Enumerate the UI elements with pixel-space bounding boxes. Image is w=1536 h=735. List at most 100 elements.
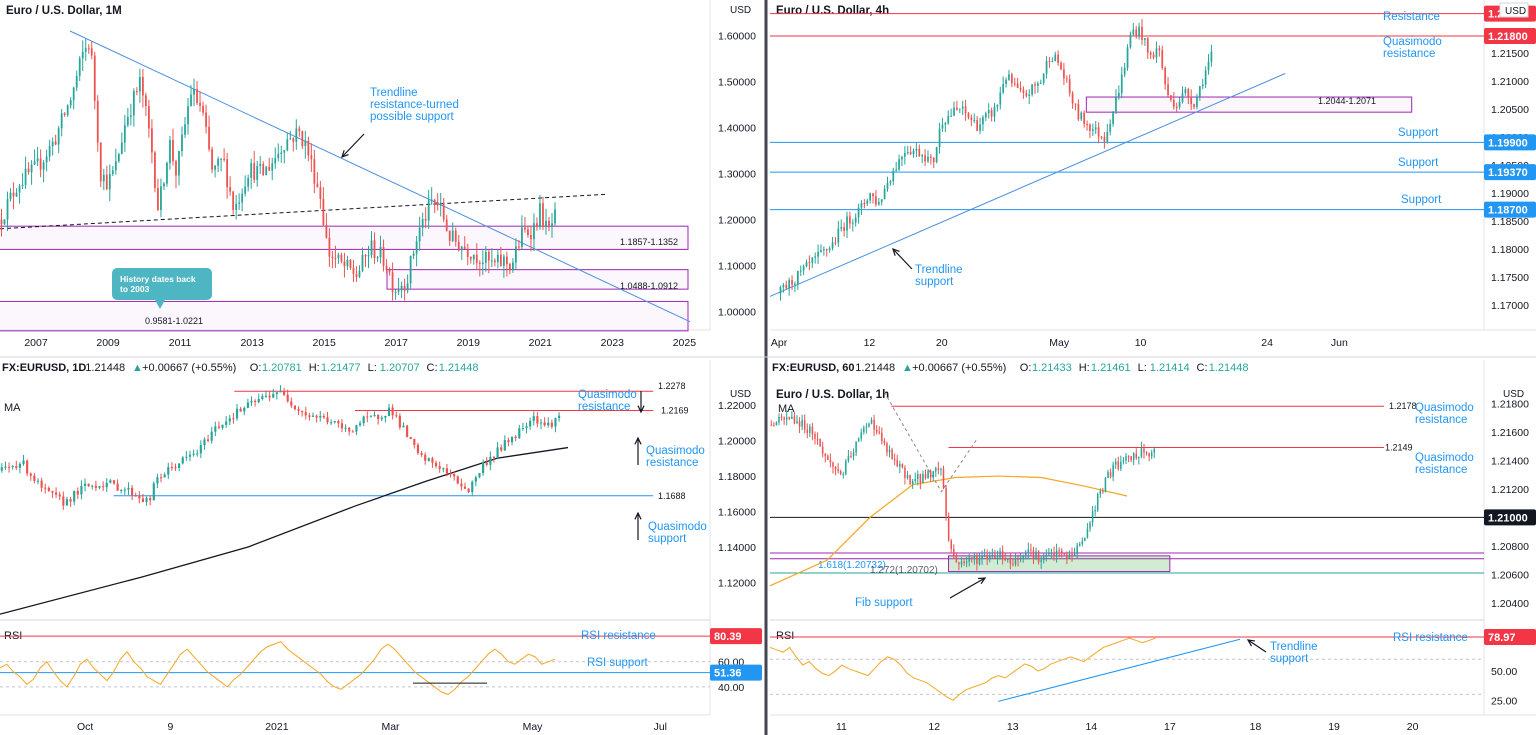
h1-candle (1076, 545, 1078, 554)
h4-currency-box (1499, 2, 1529, 18)
h1-candle (1058, 550, 1060, 552)
daily-candle (427, 458, 430, 461)
daily-x-tick: 2021 (265, 721, 289, 733)
daily-candle (416, 444, 420, 453)
h4-x-tick: 24 (1261, 337, 1273, 349)
h4-candle (1010, 74, 1013, 84)
h1-x-tick: 17 (1164, 721, 1176, 733)
h1-ma-line (769, 475, 1128, 587)
h4-candle (1193, 104, 1195, 107)
h4-candle (901, 156, 903, 160)
h1-level-2: 1.2149 (1385, 443, 1413, 453)
daily-candle (185, 456, 188, 458)
h1-candle (1068, 554, 1071, 559)
daily-candle (304, 412, 307, 416)
monthly-candle (60, 113, 63, 129)
h4-candle (811, 257, 814, 263)
daily-candle (221, 424, 224, 428)
daily-y-tick: 1.16000 (718, 506, 756, 518)
h4-candle (846, 216, 848, 231)
daily-level-3: 1.1688 (658, 491, 686, 501)
daily-candle (308, 415, 311, 417)
daily-y-tick: 1.20000 (718, 435, 756, 447)
h1-candle (811, 426, 814, 434)
h1-candle (816, 438, 819, 440)
daily-arrow-up-2-head (634, 511, 642, 520)
h4-candle (802, 266, 805, 271)
monthly-candle (169, 140, 171, 163)
h1-candle (1006, 559, 1009, 561)
h4-candle (1028, 94, 1031, 97)
h1-candle (1127, 456, 1130, 458)
h1-candle (1066, 554, 1068, 559)
h1-candle (999, 551, 1001, 558)
h4-y-tick: 1.17000 (1491, 300, 1529, 312)
h4-candle (970, 117, 973, 120)
daily-candle (326, 417, 329, 423)
h1-candle (991, 554, 994, 557)
h1-candle (1017, 558, 1019, 560)
daily-candle (518, 428, 521, 439)
h4-candle (1048, 60, 1051, 62)
monthly-candle (442, 202, 445, 220)
h4-support-label-1: Support (1398, 127, 1439, 139)
monthly-history-label: to 2003 (120, 284, 150, 294)
h4-x-tick: 20 (936, 337, 948, 349)
daily-candle (65, 499, 69, 506)
h4-candle (1144, 38, 1146, 40)
daily-candle (167, 467, 170, 475)
h4-candle (1091, 129, 1094, 131)
monthly-trend-label: possible support (370, 111, 455, 123)
daily-qm-mid-label: resistance (646, 457, 698, 469)
daily-candle (239, 408, 242, 412)
h4-candle (1094, 127, 1097, 130)
h1-currency: USD (1503, 389, 1524, 400)
h4-y-tick: 1.19000 (1491, 188, 1529, 200)
h1-candle (1125, 456, 1127, 461)
daily-candle (482, 462, 485, 474)
h1-candle (1019, 557, 1022, 560)
h4-candle (898, 159, 900, 170)
h1-candle (847, 456, 850, 461)
monthly-candle (524, 227, 526, 230)
h4-candle (976, 119, 979, 131)
monthly-candle (493, 260, 496, 263)
monthly-candle (475, 254, 478, 263)
h4-x-tick: May (1049, 337, 1070, 349)
monthly-candle (346, 259, 349, 267)
h4-candle (1132, 29, 1135, 35)
monthly-candle (530, 235, 532, 240)
h1-candle (919, 474, 922, 483)
monthly-candle (307, 140, 310, 156)
h4-title: Euro / U.S. Dollar, 4h (776, 5, 889, 17)
monthly-candle (241, 193, 244, 203)
h4-candle (956, 107, 958, 110)
h1-rsi-res-tag-bg (1484, 628, 1536, 645)
daily-candle (105, 482, 108, 488)
monthly-candle (138, 76, 141, 92)
daily-candle (503, 440, 506, 451)
h1-rsi-trendline (997, 638, 1241, 702)
h4-candle (828, 248, 831, 251)
h1-o-label: O: (1020, 362, 1032, 374)
daily-candle (333, 421, 336, 423)
h1-x-tick: 14 (1085, 721, 1097, 733)
h4-candle (973, 119, 976, 121)
monthly-candle (256, 165, 259, 180)
daily-candle (391, 407, 394, 416)
monthly-candle (148, 106, 150, 129)
h1-candle (875, 429, 878, 432)
daily-candle (11, 466, 14, 468)
daily-ma-label: MA (4, 402, 21, 414)
h4-level-4-tag-bg (1484, 164, 1536, 181)
daily-candle (243, 407, 246, 412)
h1-candle (1045, 554, 1048, 557)
daily-candle (170, 467, 173, 469)
h1-candle (801, 420, 803, 427)
h1-arrow-up-icon: ▲ (902, 362, 913, 374)
monthly-x-tick: 2025 (673, 337, 697, 349)
h1-candle (1004, 558, 1006, 561)
monthly-candle (310, 155, 313, 160)
h1-h-label: H: (1079, 362, 1090, 374)
h4-candle (837, 228, 840, 243)
